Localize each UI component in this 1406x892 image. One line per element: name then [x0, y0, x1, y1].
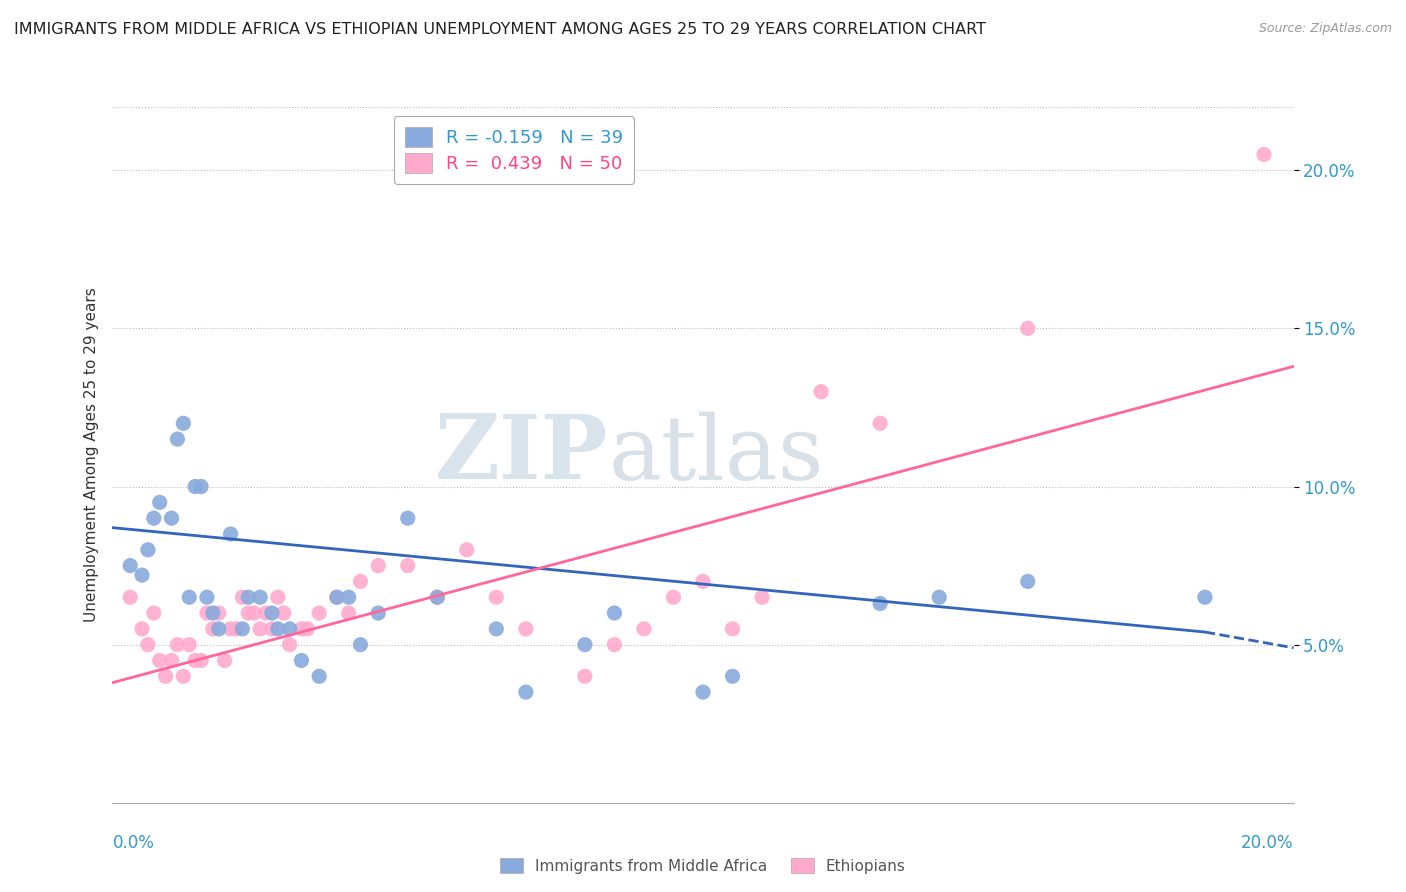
Text: 20.0%: 20.0% [1241, 834, 1294, 852]
Point [142, 511, 165, 525]
Point [278, 622, 301, 636]
Point [267, 591, 290, 605]
Point [142, 606, 165, 620]
Legend: R = -0.159   N = 39, R =  0.439   N = 50: R = -0.159 N = 39, R = 0.439 N = 50 [394, 116, 634, 184]
Point [249, 591, 271, 605]
Legend: Immigrants from Middle Africa, Ethiopians: Immigrants from Middle Africa, Ethiopian… [495, 852, 911, 880]
Text: IMMIGRANTS FROM MIDDLE AFRICA VS ETHIOPIAN UNEMPLOYMENT AMONG AGES 25 TO 29 YEAR: IMMIGRANTS FROM MIDDLE AFRICA VS ETHIOPI… [14, 22, 986, 37]
Point [1253, 147, 1275, 161]
Text: Source: ZipAtlas.com: Source: ZipAtlas.com [1258, 22, 1392, 36]
Point [1194, 591, 1216, 605]
Point [214, 653, 236, 667]
Text: atlas: atlas [609, 411, 824, 499]
Point [254, 606, 277, 620]
Point [190, 479, 212, 493]
Point [721, 622, 744, 636]
Point [131, 568, 153, 582]
Point [260, 606, 283, 620]
Point [267, 622, 290, 636]
Point [869, 597, 891, 611]
Point [160, 511, 183, 525]
Point [426, 591, 449, 605]
Point [190, 653, 212, 667]
Point [603, 606, 626, 620]
Point [179, 638, 201, 652]
Point [721, 669, 744, 683]
Point [349, 638, 371, 652]
Point [136, 542, 159, 557]
Point [166, 432, 188, 446]
Point [928, 591, 950, 605]
Text: 0.0%: 0.0% [112, 834, 155, 852]
Point [751, 591, 773, 605]
Point [485, 622, 508, 636]
Point [337, 606, 360, 620]
Point [290, 653, 312, 667]
Point [219, 622, 242, 636]
Point [243, 606, 266, 620]
Point [201, 622, 224, 636]
Point [225, 622, 247, 636]
Point [367, 606, 389, 620]
Point [160, 653, 183, 667]
Point [515, 622, 537, 636]
Point [260, 622, 283, 636]
Point [219, 527, 242, 541]
Point [367, 558, 389, 573]
Point [662, 591, 685, 605]
Point [208, 622, 231, 636]
Point [131, 622, 153, 636]
Point [810, 384, 832, 399]
Point [308, 669, 330, 683]
Point [574, 638, 596, 652]
Y-axis label: Unemployment Among Ages 25 to 29 years: Unemployment Among Ages 25 to 29 years [83, 287, 98, 623]
Point [297, 622, 319, 636]
Point [869, 417, 891, 431]
Point [120, 558, 142, 573]
Point [337, 591, 360, 605]
Point [1017, 321, 1039, 335]
Text: ZIP: ZIP [434, 411, 609, 499]
Point [231, 622, 253, 636]
Point [574, 669, 596, 683]
Point [633, 622, 655, 636]
Point [485, 591, 508, 605]
Point [326, 591, 349, 605]
Point [456, 542, 478, 557]
Point [238, 606, 260, 620]
Point [290, 622, 312, 636]
Point [692, 685, 714, 699]
Point [396, 511, 419, 525]
Point [278, 638, 301, 652]
Point [231, 591, 253, 605]
Point [149, 653, 172, 667]
Point [349, 574, 371, 589]
Point [1017, 574, 1039, 589]
Point [184, 479, 207, 493]
Point [120, 591, 142, 605]
Point [249, 622, 271, 636]
Point [273, 606, 295, 620]
Point [184, 653, 207, 667]
Point [396, 558, 419, 573]
Point [238, 591, 260, 605]
Point [208, 606, 231, 620]
Point [195, 591, 218, 605]
Point [166, 638, 188, 652]
Point [308, 606, 330, 620]
Point [155, 669, 177, 683]
Point [515, 685, 537, 699]
Point [201, 606, 224, 620]
Point [136, 638, 159, 652]
Point [326, 591, 349, 605]
Point [426, 591, 449, 605]
Point [172, 669, 194, 683]
Point [692, 574, 714, 589]
Point [172, 417, 194, 431]
Point [603, 638, 626, 652]
Point [195, 606, 218, 620]
Point [149, 495, 172, 509]
Point [179, 591, 201, 605]
